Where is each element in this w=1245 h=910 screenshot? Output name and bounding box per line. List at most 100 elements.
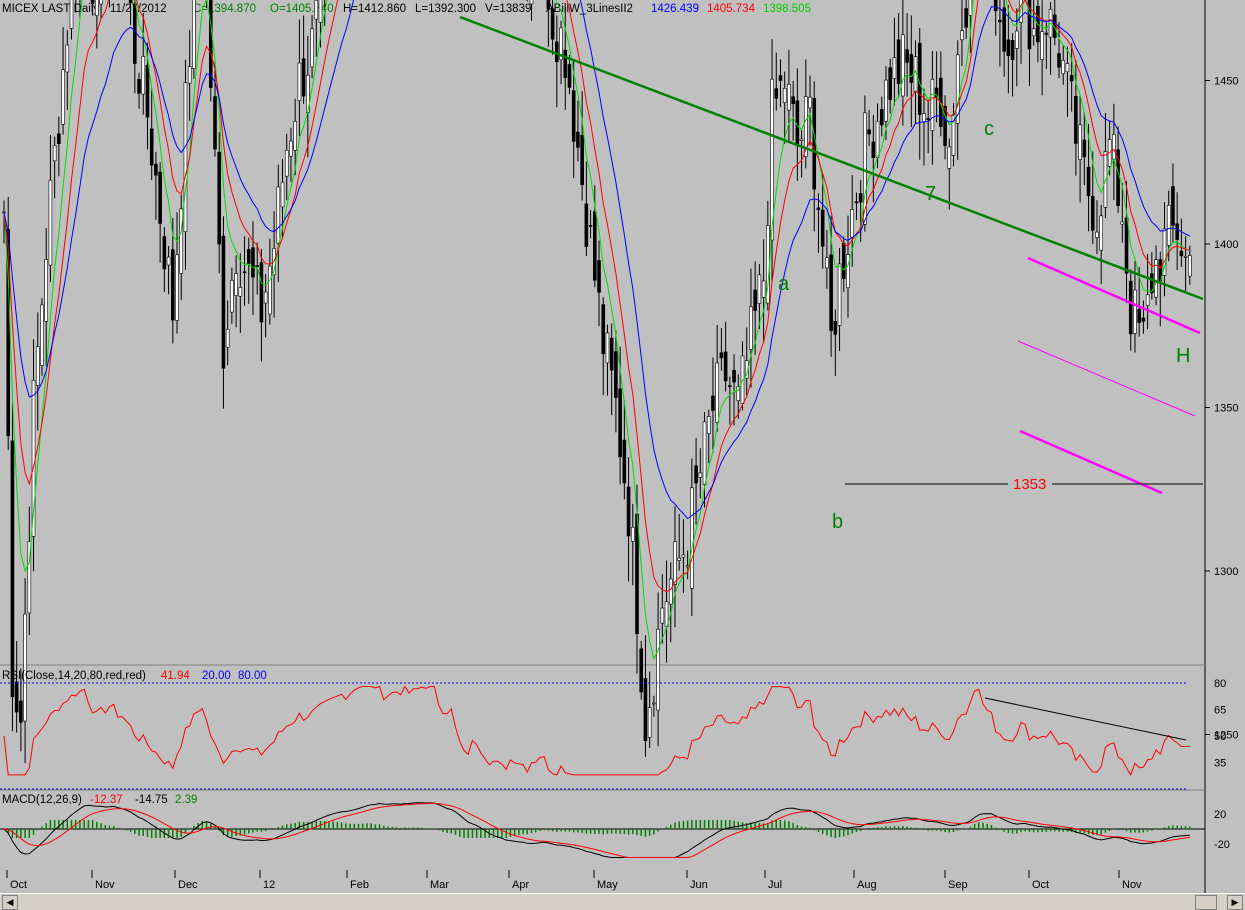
trend-annotations: 1353 a b c 7 H <box>459 15 1204 533</box>
ma-slow-line <box>3 0 1191 520</box>
candle-down <box>1171 186 1175 226</box>
candle-up <box>770 78 774 241</box>
price-tick-label: 1300 <box>1214 566 1238 578</box>
candle-down <box>888 67 893 101</box>
candle-down <box>728 385 732 387</box>
candle-up <box>297 62 302 101</box>
candle-down <box>1124 217 1129 274</box>
candle-down <box>301 58 306 97</box>
month-label: Oct <box>1032 879 1049 891</box>
candle-up <box>230 279 234 313</box>
candle-down <box>917 42 922 115</box>
candle-up <box>27 541 32 614</box>
candle-up <box>656 628 660 711</box>
candle-up <box>1099 215 1103 251</box>
candle-down <box>926 118 930 120</box>
candle-up <box>314 0 319 20</box>
candle-up <box>1031 28 1036 37</box>
macd-signal-line <box>3 802 1190 858</box>
candle-up <box>1019 0 1023 23</box>
chart-scrollbar[interactable]: ◀ ▶ <box>0 893 1245 910</box>
candle-up <box>65 44 70 73</box>
candle-up <box>930 79 935 131</box>
macd-hist-value: 2.39 <box>175 794 197 806</box>
candle-up <box>1095 231 1099 238</box>
moving-averages <box>3 0 1191 661</box>
wave-7-label: 7 <box>925 183 936 205</box>
candle-up <box>673 541 677 585</box>
candle-down <box>251 247 255 278</box>
candle-up <box>175 254 179 321</box>
wave-b-label: b <box>832 511 843 533</box>
candle-down <box>1137 309 1141 323</box>
candle-up <box>276 186 281 244</box>
candle-up <box>40 304 44 366</box>
candle-up <box>1188 255 1192 277</box>
candle-up <box>192 0 196 69</box>
candle-up <box>95 0 99 16</box>
candle-down <box>57 133 61 144</box>
candle-up <box>715 362 719 423</box>
candle-down <box>1175 223 1179 240</box>
candle-down <box>639 648 644 693</box>
macd-tick-label: 20 <box>1214 809 1226 821</box>
candle-up <box>901 34 905 97</box>
candle-down <box>259 262 264 323</box>
candle-down <box>14 681 19 713</box>
wave-h-label: H <box>1176 345 1190 367</box>
candle-up <box>947 146 952 169</box>
candle-down <box>812 98 817 190</box>
macd-axis: 20 -20 <box>1214 809 1230 851</box>
candle-down <box>90 0 95 5</box>
macd-tick-label: -20 <box>1214 839 1230 851</box>
candle-up <box>1154 259 1158 298</box>
candle-down <box>816 207 821 211</box>
high-label: H=1412.860 <box>343 3 406 15</box>
candle-up <box>1065 63 1070 73</box>
candle-up <box>1166 205 1171 246</box>
month-label: Dec <box>178 879 198 891</box>
scroll-left-button[interactable]: ◀ <box>2 895 18 910</box>
month-label: Apr <box>512 879 529 891</box>
month-label: Mar <box>430 879 449 891</box>
indicator-red-value: 1405.734 <box>707 3 756 15</box>
candle-down <box>1002 7 1006 52</box>
candle-down <box>723 351 728 382</box>
candle-up <box>23 613 27 722</box>
candle-down <box>622 439 627 484</box>
candle-down <box>221 235 226 369</box>
candle-down <box>732 369 736 383</box>
x-axis-months: Oct Nov Dec 12 Feb Mar Apr May Jun Jul Aug Sep Oct No… <box>6 870 1142 891</box>
macd-signal-value: -14.75 <box>135 794 168 806</box>
candle-down <box>242 271 247 274</box>
candle-up <box>1133 289 1137 334</box>
ma-fast-line <box>3 0 1191 661</box>
scroll-thumb[interactable] <box>1195 895 1217 910</box>
candle-up <box>706 416 711 435</box>
candle-up <box>808 96 812 109</box>
scroll-right-button[interactable]: ▶ <box>1227 895 1243 910</box>
candle-down <box>1069 75 1074 82</box>
candle-down <box>149 128 154 166</box>
candle-down <box>584 203 589 247</box>
candle-up <box>922 113 926 123</box>
candle-up <box>187 66 192 84</box>
wave-a-label: a <box>778 273 790 295</box>
month-label: Sep <box>948 879 968 891</box>
price-header: MICEX LAST-Daily 11/27/2012 C=1394.870 O… <box>2 3 811 15</box>
candle-up <box>1162 228 1167 276</box>
candle-down <box>854 201 859 204</box>
rsi-tick-label: 50 <box>1214 731 1226 743</box>
candle-down <box>255 265 259 267</box>
candle-down <box>1090 196 1095 231</box>
candle-up <box>660 607 665 624</box>
candle-up <box>48 179 53 266</box>
candle-down <box>879 109 884 126</box>
candle-up <box>1183 255 1188 258</box>
candle-down <box>1150 273 1154 294</box>
candle-down <box>592 211 597 281</box>
candle-down <box>1128 280 1133 335</box>
candle-up <box>141 56 146 95</box>
candle-up <box>1078 124 1082 160</box>
